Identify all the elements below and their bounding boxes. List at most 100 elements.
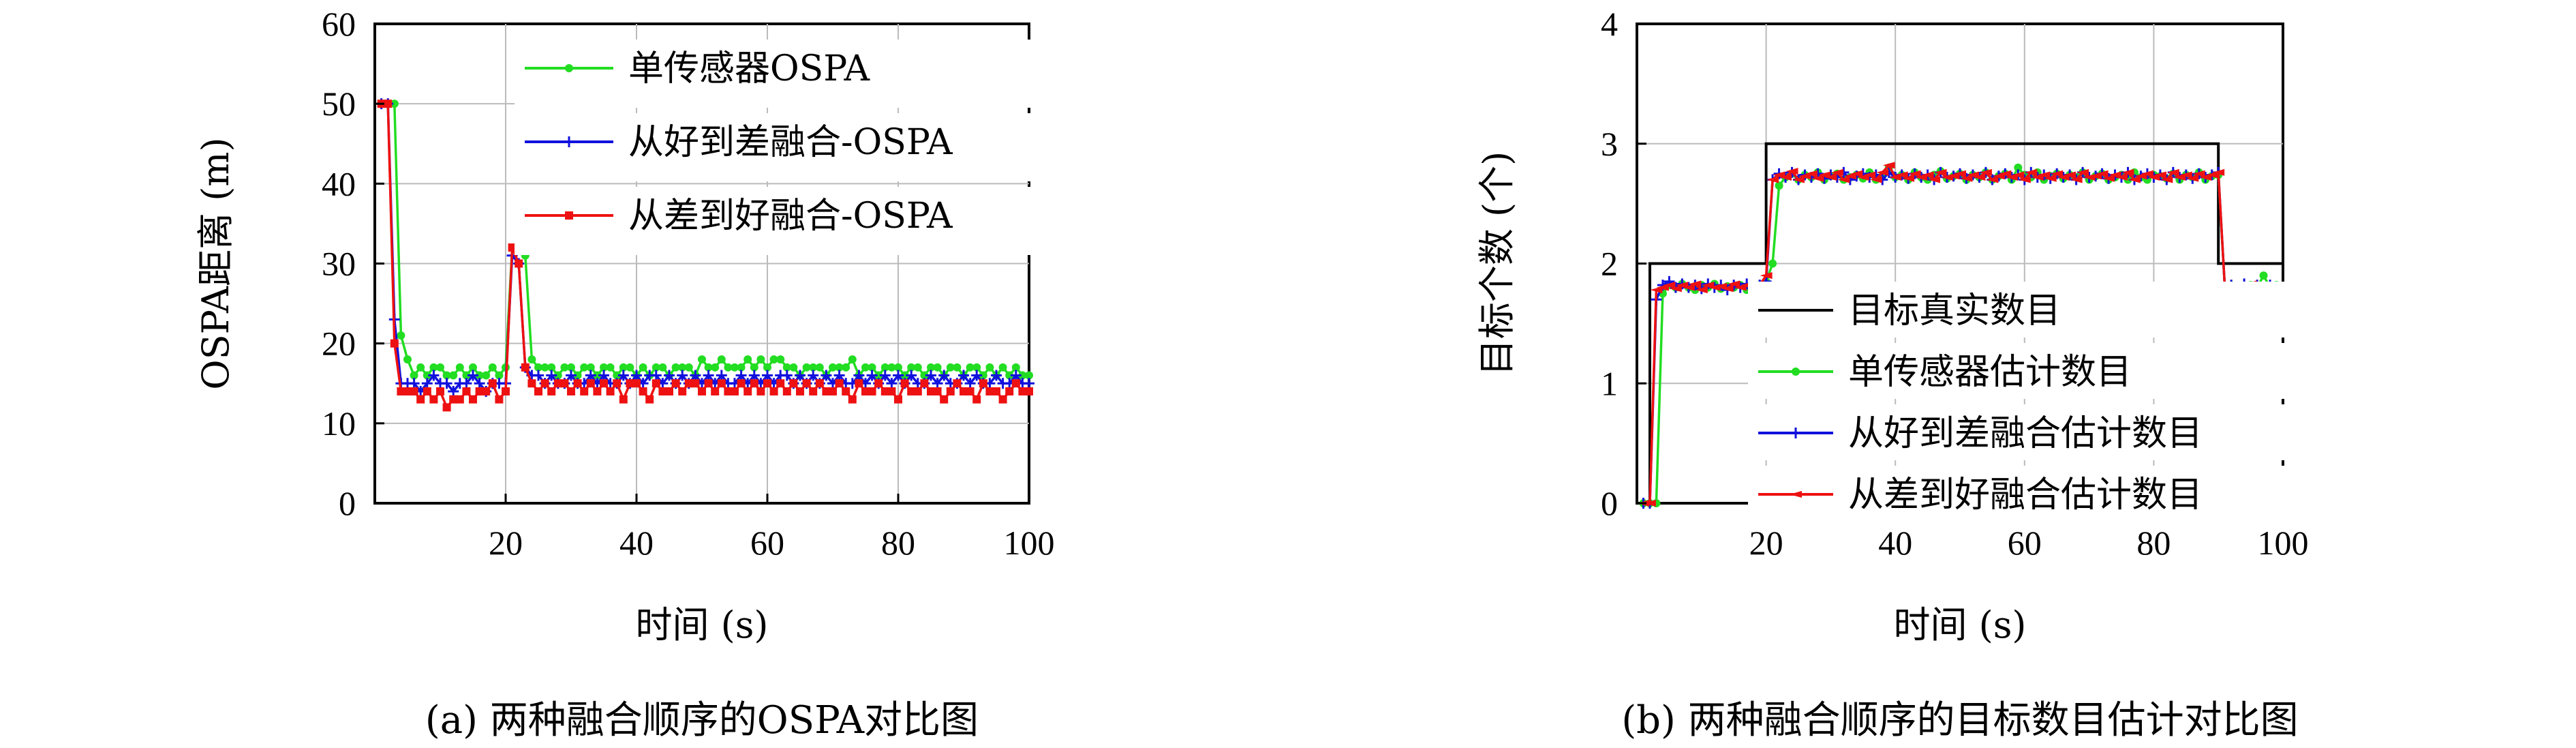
y-axis-label-target-count: 目标个数 (个) [1475, 151, 1518, 376]
data-point-0-83 [920, 371, 929, 380]
caption-ospa: (a) 两种融合顺序的OSPA对比图 [425, 698, 979, 743]
legend-bg-2 [515, 187, 1196, 255]
data-point-0-5 [410, 371, 418, 380]
data-point-2-55 [737, 379, 746, 388]
data-point-1-37 [617, 370, 629, 381]
data-point-1-89 [958, 370, 969, 381]
x-tick-label-100: 100 [2258, 524, 2309, 562]
data-point-0-76 [874, 371, 883, 380]
data-point-3-13 [1721, 285, 1734, 293]
data-point-2-1 [384, 100, 393, 108]
y-tick-label-20: 20 [322, 325, 356, 363]
data-point-2-6 [416, 395, 425, 404]
data-point-3-62 [2038, 171, 2051, 179]
data-point-3-20 [1766, 176, 1779, 183]
data-point-2-54 [731, 387, 739, 395]
legend-marker-3 [1790, 491, 1802, 498]
data-point-2-13 [462, 387, 471, 395]
ticks-target-count: 20 40 60 80 100 0 1 2 3 4 [1601, 5, 2309, 562]
data-point-3-84 [2179, 171, 2192, 179]
data-point-1-59 [762, 370, 773, 381]
data-point-2-43 [658, 387, 667, 395]
data-point-1-66 [808, 370, 819, 381]
legend-bg-0 [1748, 282, 2429, 338]
data-point-3-53 [1979, 168, 1992, 176]
data-point-0-32 [586, 363, 595, 372]
data-point-2-71 [842, 387, 850, 395]
data-point-1-73 [853, 370, 865, 381]
data-point-3-5 [1669, 285, 1682, 293]
data-point-0-63 [789, 363, 798, 372]
data-point-3-14 [1728, 280, 1741, 288]
data-point-0-27 [553, 371, 562, 380]
data-point-2-2 [390, 339, 399, 348]
x-tick-label-100: 100 [1004, 524, 1055, 562]
data-point-1-96 [2259, 271, 2268, 280]
data-point-0-28 [560, 363, 569, 372]
data-point-0-50 [704, 363, 713, 372]
data-point-3-46 [1934, 168, 1947, 176]
data-point-2-39 [632, 379, 641, 388]
data-point-2-85 [933, 387, 942, 395]
data-point-0-80 [900, 371, 909, 380]
data-point-0-66 [809, 363, 818, 372]
data-point-2-78 [887, 387, 896, 395]
data-point-2-51 [711, 387, 720, 395]
data-point-0-31 [580, 363, 589, 372]
data-point-2-72 [848, 395, 857, 404]
data-point-3-86 [2192, 170, 2205, 177]
data-point-0-53 [724, 363, 733, 372]
data-point-2-20 [508, 243, 517, 252]
data-point-0-4 [403, 355, 412, 364]
data-point-2-18 [495, 395, 504, 404]
data-point-2-28 [560, 379, 569, 388]
data-point-1-97 [1010, 370, 1022, 381]
data-point-2-65 [802, 379, 811, 388]
data-point-1-8 [428, 370, 440, 381]
data-point-3-30 [1830, 168, 1843, 176]
data-point-2-15 [475, 387, 484, 395]
data-point-1-64 [795, 370, 806, 381]
data-point-3-71 [2096, 170, 2109, 177]
data-point-0-71 [842, 363, 850, 372]
data-point-3-63 [2044, 175, 2057, 182]
data-point-2-59 [763, 379, 771, 388]
y-tick-label-60: 60 [322, 5, 356, 43]
data-point-0-35 [606, 363, 615, 372]
data-point-1-77 [879, 370, 891, 381]
data-point-2-38 [626, 379, 634, 388]
legend-entry-2: 从差到好融合-OSPA [628, 196, 953, 237]
data-point-2-92 [979, 379, 987, 388]
data-point-0-56 [743, 355, 752, 364]
data-point-1-57 [748, 370, 760, 381]
data-point-3-67 [2070, 176, 2083, 183]
chart-ospa: 20 40 60 80 100 0 10 20 30 40 50 60 时间 (s) OSPA距离 (… [194, 5, 1196, 743]
data-point-2-22 [521, 363, 530, 372]
data-point-1-84 [925, 370, 936, 381]
data-point-0-74 [861, 363, 870, 372]
legend-ospa: 单传感器OSPA 从好到差融合-OSPA 从差到好融合-OSPA [515, 40, 1196, 255]
data-point-1-44 [664, 370, 675, 381]
data-point-0-34 [600, 363, 608, 372]
data-point-2-48 [691, 379, 700, 388]
data-point-0-62 [782, 363, 791, 372]
data-point-0-3 [397, 331, 405, 340]
data-point-2-35 [606, 387, 615, 395]
data-point-1-13 [461, 378, 472, 389]
data-point-0-59 [763, 363, 771, 372]
x-tick-label-60: 60 [750, 524, 784, 562]
data-point-3-85 [2186, 175, 2199, 182]
data-point-0-65 [802, 363, 811, 372]
x-tick-label-40: 40 [619, 524, 654, 562]
data-point-1-11 [448, 385, 459, 397]
caption-target-count: (b) 两种融合顺序的目标数目估计对比图 [1621, 698, 2298, 743]
data-point-3-78 [2141, 170, 2153, 177]
data-point-2-33 [593, 387, 602, 395]
data-point-0-49 [698, 355, 706, 364]
data-point-3-54 [1986, 176, 1999, 183]
data-point-3-38 [1882, 162, 1895, 169]
data-point-2-41 [645, 395, 654, 404]
data-point-2-96 [1005, 387, 1014, 395]
data-point-1-7 [421, 378, 433, 389]
data-point-0-43 [658, 363, 667, 372]
